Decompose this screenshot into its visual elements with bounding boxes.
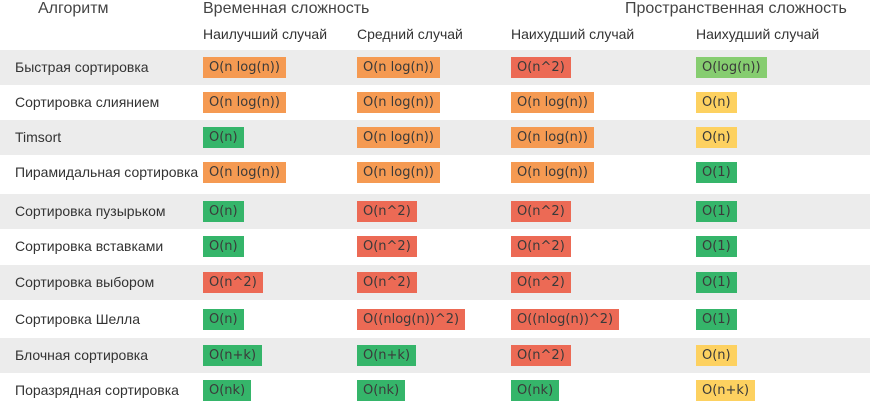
complexity-badge-average: O(nk)	[357, 380, 406, 401]
subheader-space-worst: Наихудший случай	[696, 26, 820, 42]
algorithm-name: Сортировка выбором	[15, 274, 155, 290]
complexity-badge-best: O(n+k)	[203, 345, 263, 366]
complexity-badge-space: O(1)	[696, 162, 737, 183]
table-row: Сортировка Шелла O(n) O((nlog(n))^2) O((…	[0, 302, 870, 337]
complexity-badge-best: O(n)	[203, 309, 244, 330]
complexity-badge-average: O(n^2)	[357, 201, 417, 222]
complexity-badge-space: O(1)	[696, 309, 737, 330]
table-row: Timsort O(n) O(n log(n)) O(n log(n)) O(n…	[0, 120, 870, 155]
complexity-badge-worst: O(n^2)	[511, 57, 571, 78]
table-row: Сортировка выбором O(n^2) O(n^2) O(n^2) …	[0, 265, 870, 300]
table-row: Поразрядная сортировка O(nk) O(nk) O(nk)…	[0, 373, 870, 408]
complexity-badge-worst: O(n log(n))	[511, 92, 594, 113]
algorithm-name: Поразрядная сортировка	[15, 382, 179, 398]
complexity-badge-best: O(n)	[203, 201, 244, 222]
complexity-badge-best: O(n log(n))	[203, 162, 286, 183]
header-algorithm: Алгоритм	[38, 0, 109, 17]
complexity-badge-best: O(n^2)	[203, 272, 263, 293]
algorithm-name: Сортировка пузырьком	[15, 203, 166, 219]
algorithm-name: Блочная сортировка	[15, 347, 148, 363]
complexity-badge-average: O(n+k)	[357, 345, 417, 366]
complexity-badge-space: O(1)	[696, 236, 737, 257]
complexity-badge-space: O(log(n))	[696, 57, 767, 78]
complexity-badge-space: O(n)	[696, 345, 737, 366]
complexity-badge-space: O(n+k)	[696, 380, 756, 401]
table-row: Блочная сортировка O(n+k) O(n+k) O(n^2) …	[0, 338, 870, 373]
complexity-badge-worst: O(n log(n))	[511, 127, 594, 148]
table-header: Алгоритм Временная сложность Пространств…	[0, 0, 870, 22]
algorithm-name: Пирамидальная сортировка	[15, 164, 199, 180]
subheader-average: Средний случай	[357, 26, 463, 42]
complexity-badge-average: O(n log(n))	[357, 92, 440, 113]
algorithm-name: Сортировка Шелла	[15, 311, 141, 327]
header-time-complexity: Временная сложность	[203, 0, 370, 17]
table-subheader: Наилучший случай Средний случай Наихудши…	[0, 26, 870, 48]
subheader-best: Наилучший случай	[203, 26, 328, 42]
complexity-badge-worst: O(n^2)	[511, 236, 571, 257]
complexity-badge-average: O(n log(n))	[357, 162, 440, 183]
algorithm-name: Timsort	[15, 129, 62, 145]
complexity-badge-worst: O(n^2)	[511, 201, 571, 222]
table-row: Сортировка пузырьком O(n) O(n^2) O(n^2) …	[0, 194, 870, 229]
table-row: Сортировка вставками O(n) O(n^2) O(n^2) …	[0, 229, 870, 264]
complexity-badge-average: O(n^2)	[357, 236, 417, 257]
complexity-badge-space: O(1)	[696, 201, 737, 222]
complexity-badge-worst: O((nlog(n))^2)	[511, 309, 620, 330]
table-row: Пирамидальная сортировка O(n log(n)) O(n…	[0, 155, 870, 190]
complexity-badge-average: O(n^2)	[357, 272, 417, 293]
complexity-badge-worst: O(n^2)	[511, 272, 571, 293]
complexity-badge-space: O(n)	[696, 127, 737, 148]
complexity-badge-worst: O(n^2)	[511, 345, 571, 366]
complexity-badge-average: O(n log(n))	[357, 127, 440, 148]
table-row: Сортировка слиянием O(n log(n)) O(n log(…	[0, 85, 870, 120]
complexity-badge-best: O(n)	[203, 236, 244, 257]
complexity-badge-space: O(n)	[696, 92, 737, 113]
table-row: Быстрая сортировка O(n log(n)) O(n log(n…	[0, 50, 870, 85]
algorithm-name: Сортировка вставками	[15, 238, 164, 254]
complexity-badge-best: O(n log(n))	[203, 92, 286, 113]
algorithm-name: Быстрая сортировка	[15, 59, 149, 75]
subheader-worst: Наихудший случай	[511, 26, 635, 42]
complexity-badge-average: O(n log(n))	[357, 57, 440, 78]
complexity-badge-average: O((nlog(n))^2)	[357, 309, 466, 330]
complexity-badge-worst: O(nk)	[511, 380, 560, 401]
complexity-badge-space: O(1)	[696, 272, 737, 293]
algorithm-name: Сортировка слиянием	[15, 94, 160, 110]
complexity-badge-best: O(n)	[203, 127, 244, 148]
complexity-badge-best: O(n log(n))	[203, 57, 286, 78]
complexity-badge-best: O(nk)	[203, 380, 252, 401]
header-space-complexity: Пространственная сложность	[625, 0, 847, 17]
complexity-badge-worst: O(n log(n))	[511, 162, 594, 183]
